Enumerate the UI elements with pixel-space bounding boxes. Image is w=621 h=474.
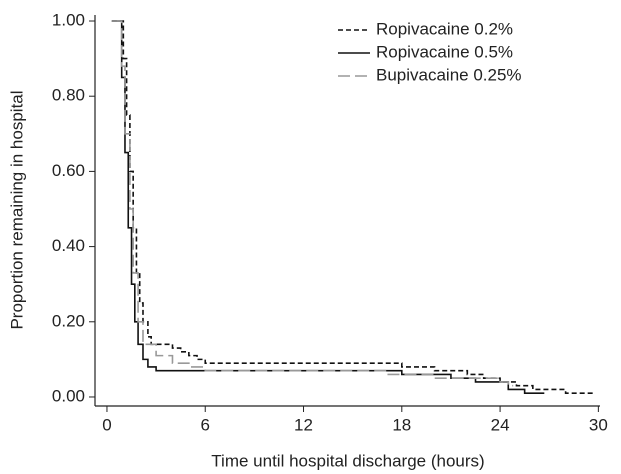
survival-curve	[111, 20, 594, 395]
x-tick-label: 18	[392, 415, 411, 434]
x-tick-label: 24	[491, 415, 510, 434]
x-tick-label: 0	[102, 415, 111, 434]
x-tick-label: 6	[201, 415, 210, 434]
y-tick-label: 0.80	[52, 86, 85, 105]
y-tick-label: 0.20	[52, 311, 85, 330]
y-tick-label: 0.00	[52, 386, 85, 405]
y-tick-label: 0.60	[52, 161, 85, 180]
legend-label: Bupivacaine 0.25%	[376, 65, 522, 84]
survival-curve	[111, 20, 545, 395]
y-tick-label: 0.40	[52, 236, 85, 255]
legend-label: Ropivacaine 0.2%	[376, 19, 513, 38]
survival-curve	[111, 20, 514, 387]
y-tick-label: 1.00	[52, 10, 85, 29]
x-tick-label: 30	[589, 415, 608, 434]
x-tick-label: 12	[294, 415, 313, 434]
legend-label: Ropivacaine 0.5%	[376, 42, 513, 61]
x-axis-label: Time until hospital discharge (hours)	[211, 451, 484, 470]
y-axis-label: Proportion remaining in hospital	[7, 90, 26, 329]
